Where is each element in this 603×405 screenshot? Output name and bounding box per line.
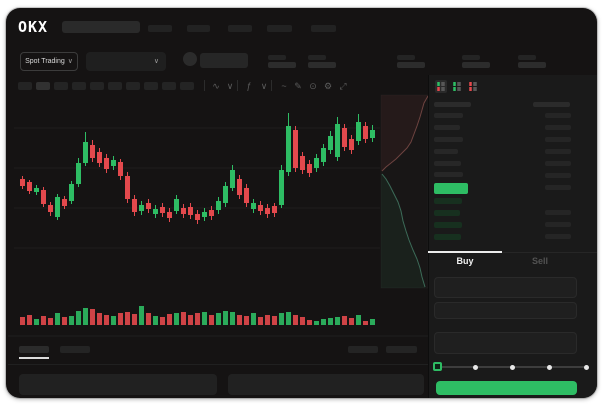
stat-value-4 bbox=[462, 62, 490, 68]
orderbook-last-price[interactable] bbox=[434, 183, 468, 194]
timeframe-button-7[interactable] bbox=[126, 82, 140, 90]
indicators-icon[interactable]: ƒ bbox=[246, 81, 252, 91]
bid-row-4[interactable] bbox=[434, 234, 461, 240]
toolbar-divider bbox=[204, 80, 205, 91]
orderbook-split-view-icon[interactable] bbox=[435, 80, 447, 93]
ask-row-4[interactable] bbox=[434, 149, 458, 154]
bottom-tab-2[interactable] bbox=[60, 346, 90, 353]
bid-row-2[interactable] bbox=[434, 210, 460, 216]
timeframe-button-1[interactable] bbox=[18, 82, 32, 90]
buy-tab-indicator bbox=[428, 251, 502, 253]
camera-icon[interactable]: ⊙ bbox=[309, 81, 317, 91]
tabs-baseline bbox=[428, 252, 597, 253]
stat-value-1 bbox=[268, 62, 296, 68]
app-window: OKX Spot Trading ∨ ∨ bbox=[6, 8, 597, 398]
slider-stop-2[interactable] bbox=[509, 364, 515, 370]
ask-row-6[interactable] bbox=[434, 172, 463, 177]
bid-row-3[interactable] bbox=[434, 222, 462, 228]
fullscreen-icon[interactable]: ⤢ bbox=[339, 81, 347, 91]
chart-footer-link-2[interactable] bbox=[386, 346, 417, 353]
nav-item-4[interactable] bbox=[267, 25, 292, 32]
orderbook-price-header bbox=[434, 102, 471, 107]
ask-row-1[interactable] bbox=[434, 113, 463, 118]
slider-stop-1[interactable] bbox=[472, 364, 478, 370]
pair-coin-icon bbox=[183, 52, 197, 66]
stat-label-3 bbox=[397, 55, 415, 60]
total-input[interactable] bbox=[434, 332, 577, 354]
ask-row-3[interactable] bbox=[434, 137, 463, 142]
timeframe-button-2[interactable] bbox=[36, 82, 50, 90]
chevron-down-icon[interactable]: ∨ bbox=[226, 81, 234, 91]
line-tool-icon[interactable]: ~ bbox=[281, 81, 287, 91]
pair-selector-dropdown[interactable]: ∨ bbox=[86, 52, 166, 71]
bottom-divider bbox=[8, 364, 595, 365]
bottom-panel-left[interactable] bbox=[19, 374, 217, 395]
settings-icon[interactable]: ⚙ bbox=[323, 81, 333, 91]
size-row-4 bbox=[545, 149, 571, 154]
candle-type-icon[interactable]: ∿ bbox=[212, 81, 220, 91]
timeframe-button-8[interactable] bbox=[144, 82, 158, 90]
timeframe-button-4[interactable] bbox=[72, 82, 86, 90]
stat-value-2 bbox=[308, 62, 336, 68]
size-row-9 bbox=[545, 222, 571, 227]
market-type-dropdown[interactable]: Spot Trading ∨ bbox=[20, 52, 78, 71]
size-row-2 bbox=[545, 125, 571, 130]
okx-logo[interactable]: OKX bbox=[18, 18, 49, 36]
nav-item-1[interactable] bbox=[148, 25, 172, 32]
bottom-panel-right[interactable] bbox=[228, 374, 424, 395]
bottom-tab-active[interactable] bbox=[19, 346, 49, 353]
ask-row-2[interactable] bbox=[434, 125, 460, 130]
market-type-label: Spot Trading bbox=[25, 58, 65, 65]
stat-value-3 bbox=[397, 62, 425, 68]
last-price-display bbox=[200, 53, 248, 68]
nav-item-5[interactable] bbox=[311, 25, 336, 32]
bottom-tab-active-indicator bbox=[19, 357, 49, 359]
chevron-down-icon: ∨ bbox=[67, 58, 73, 65]
slider-stop-3[interactable] bbox=[546, 364, 552, 370]
toolbar-divider bbox=[271, 80, 272, 91]
bid-row-1[interactable] bbox=[434, 198, 462, 204]
size-row-5 bbox=[545, 161, 571, 166]
slider-stop-4[interactable] bbox=[583, 364, 589, 370]
size-row-6 bbox=[545, 173, 571, 178]
stat-label-4 bbox=[462, 55, 480, 60]
timeframe-button-3[interactable] bbox=[54, 82, 68, 90]
chart-footer-link-1[interactable] bbox=[348, 346, 378, 353]
tab-buy[interactable]: Buy bbox=[456, 256, 474, 266]
orderbook-sells-view-icon[interactable] bbox=[467, 80, 479, 93]
price-input[interactable] bbox=[434, 277, 577, 298]
orderbook-buys-view-icon[interactable] bbox=[451, 80, 463, 93]
stat-label-5 bbox=[518, 55, 536, 60]
timeframe-button-5[interactable] bbox=[90, 82, 104, 90]
price-chart-canvas[interactable] bbox=[6, 8, 597, 398]
stat-label-1 bbox=[268, 55, 286, 60]
toolbar-divider bbox=[237, 80, 238, 91]
buy-submit-button[interactable] bbox=[436, 381, 577, 395]
orderbook-size-header bbox=[533, 102, 570, 107]
stat-value-5 bbox=[518, 62, 546, 68]
search-input[interactable] bbox=[62, 21, 140, 33]
amount-input[interactable] bbox=[434, 302, 577, 319]
panel-divider bbox=[428, 75, 429, 398]
chevron-down-icon[interactable]: ∨ bbox=[260, 81, 268, 91]
size-row-10 bbox=[545, 234, 571, 239]
tab-sell[interactable]: Sell bbox=[531, 256, 548, 266]
chevron-down-icon: ∨ bbox=[153, 58, 159, 65]
size-row-7 bbox=[545, 185, 571, 190]
size-row-8 bbox=[545, 210, 571, 215]
nav-item-3[interactable] bbox=[228, 25, 252, 32]
size-row-1 bbox=[545, 113, 571, 118]
app-content: OKX Spot Trading ∨ ∨ bbox=[6, 8, 597, 398]
timeframe-button-6[interactable] bbox=[108, 82, 122, 90]
stat-label-2 bbox=[308, 55, 326, 60]
timeframe-button-10[interactable] bbox=[180, 82, 194, 90]
ask-row-5[interactable] bbox=[434, 161, 461, 166]
amount-slider-handle[interactable] bbox=[433, 362, 442, 371]
timeframe-button-9[interactable] bbox=[162, 82, 176, 90]
draw-icon[interactable]: ✎ bbox=[294, 81, 302, 91]
size-row-3 bbox=[545, 137, 571, 142]
nav-item-2[interactable] bbox=[187, 25, 210, 32]
